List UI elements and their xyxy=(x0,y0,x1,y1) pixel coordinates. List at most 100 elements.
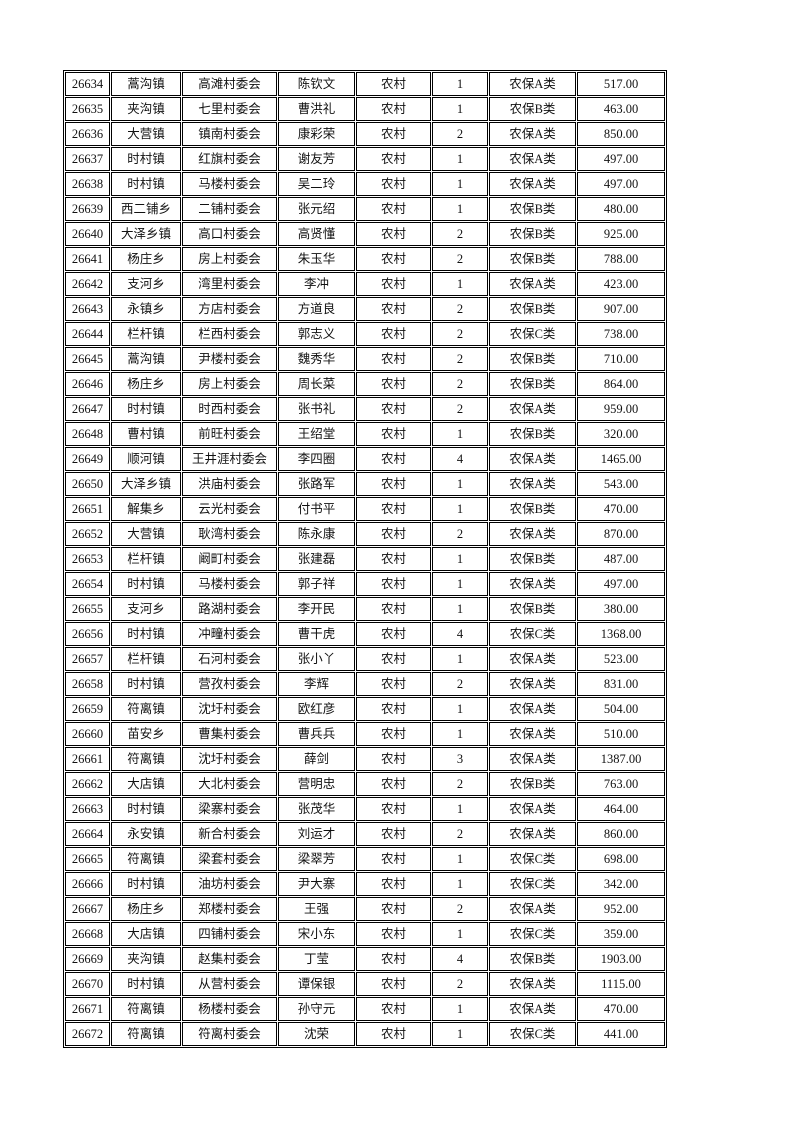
table-row: 26664 永安镇 新合村委会 刘运才 农村 2 农保A类 860.00 xyxy=(65,822,665,846)
cell-residence-type: 农村 xyxy=(356,822,431,846)
table-row: 26661 符离镇 沈圩村委会 薛剑 农村 3 农保A类 1387.00 xyxy=(65,747,665,771)
cell-town: 时村镇 xyxy=(111,572,181,596)
cell-insurance-category: 农保B类 xyxy=(489,772,576,796)
cell-town: 符离镇 xyxy=(111,747,181,771)
cell-insurance-category: 农保A类 xyxy=(489,72,576,96)
table-row: 26634 蒿沟镇 高滩村委会 陈钦文 农村 1 农保A类 517.00 xyxy=(65,72,665,96)
cell-amount: 850.00 xyxy=(577,122,665,146)
cell-village-committee: 栏西村委会 xyxy=(182,322,277,346)
cell-amount: 510.00 xyxy=(577,722,665,746)
cell-record-id: 26647 xyxy=(65,397,110,421)
cell-town: 时村镇 xyxy=(111,797,181,821)
cell-village-committee: 石河村委会 xyxy=(182,647,277,671)
cell-person-count: 2 xyxy=(432,672,488,696)
cell-insurance-category: 农保A类 xyxy=(489,522,576,546)
cell-record-id: 26670 xyxy=(65,972,110,996)
cell-person-name: 朱玉华 xyxy=(278,247,355,271)
table-row: 26663 时村镇 梁寨村委会 张茂华 农村 1 农保A类 464.00 xyxy=(65,797,665,821)
cell-person-count: 1 xyxy=(432,697,488,721)
cell-person-name: 曹洪礼 xyxy=(278,97,355,121)
cell-person-count: 2 xyxy=(432,372,488,396)
cell-person-name: 薛剑 xyxy=(278,747,355,771)
cell-residence-type: 农村 xyxy=(356,947,431,971)
cell-person-name: 吴二玲 xyxy=(278,172,355,196)
table-row: 26636 大营镇 镇南村委会 康彩荣 农村 2 农保A类 850.00 xyxy=(65,122,665,146)
cell-person-name: 沈荣 xyxy=(278,1022,355,1046)
cell-record-id: 26658 xyxy=(65,672,110,696)
cell-person-count: 2 xyxy=(432,297,488,321)
table-row: 26665 符离镇 梁套村委会 梁翠芳 农村 1 农保C类 698.00 xyxy=(65,847,665,871)
cell-amount: 1903.00 xyxy=(577,947,665,971)
cell-town: 大营镇 xyxy=(111,122,181,146)
cell-record-id: 26637 xyxy=(65,147,110,171)
cell-village-committee: 耿湾村委会 xyxy=(182,522,277,546)
table-row: 26659 符离镇 沈圩村委会 欧红彦 农村 1 农保A类 504.00 xyxy=(65,697,665,721)
cell-residence-type: 农村 xyxy=(356,897,431,921)
cell-amount: 470.00 xyxy=(577,997,665,1021)
cell-town: 大泽乡镇 xyxy=(111,222,181,246)
table-row: 26642 支河乡 湾里村委会 李冲 农村 1 农保A类 423.00 xyxy=(65,272,665,296)
cell-amount: 523.00 xyxy=(577,647,665,671)
cell-insurance-category: 农保A类 xyxy=(489,897,576,921)
cell-town: 栏杆镇 xyxy=(111,547,181,571)
cell-insurance-category: 农保B类 xyxy=(489,297,576,321)
cell-amount: 320.00 xyxy=(577,422,665,446)
cell-person-count: 2 xyxy=(432,247,488,271)
cell-person-name: 高贤懂 xyxy=(278,222,355,246)
cell-insurance-category: 农保A类 xyxy=(489,672,576,696)
cell-person-name: 魏秀华 xyxy=(278,347,355,371)
cell-person-count: 2 xyxy=(432,972,488,996)
cell-person-count: 1 xyxy=(432,797,488,821)
table-row: 26641 杨庄乡 房上村委会 朱玉华 农村 2 农保B类 788.00 xyxy=(65,247,665,271)
cell-village-committee: 郑楼村委会 xyxy=(182,897,277,921)
cell-record-id: 26657 xyxy=(65,647,110,671)
cell-record-id: 26648 xyxy=(65,422,110,446)
cell-town: 夹沟镇 xyxy=(111,97,181,121)
cell-town: 时村镇 xyxy=(111,397,181,421)
cell-village-committee: 洪庙村委会 xyxy=(182,472,277,496)
cell-village-committee: 镇南村委会 xyxy=(182,122,277,146)
cell-town: 时村镇 xyxy=(111,172,181,196)
table-row: 26672 符离镇 符离村委会 沈荣 农村 1 农保C类 441.00 xyxy=(65,1022,665,1046)
cell-amount: 342.00 xyxy=(577,872,665,896)
cell-town: 杨庄乡 xyxy=(111,897,181,921)
cell-residence-type: 农村 xyxy=(356,997,431,1021)
cell-amount: 698.00 xyxy=(577,847,665,871)
cell-village-committee: 曹集村委会 xyxy=(182,722,277,746)
cell-village-committee: 七里村委会 xyxy=(182,97,277,121)
cell-residence-type: 农村 xyxy=(356,672,431,696)
cell-residence-type: 农村 xyxy=(356,697,431,721)
cell-person-name: 营明忠 xyxy=(278,772,355,796)
cell-record-id: 26665 xyxy=(65,847,110,871)
cell-record-id: 26652 xyxy=(65,522,110,546)
cell-record-id: 26653 xyxy=(65,547,110,571)
cell-amount: 423.00 xyxy=(577,272,665,296)
cell-record-id: 26634 xyxy=(65,72,110,96)
cell-amount: 952.00 xyxy=(577,897,665,921)
cell-town: 时村镇 xyxy=(111,147,181,171)
table-row: 26667 杨庄乡 郑楼村委会 王强 农村 2 农保A类 952.00 xyxy=(65,897,665,921)
cell-record-id: 26672 xyxy=(65,1022,110,1046)
cell-village-committee: 大北村委会 xyxy=(182,772,277,796)
cell-village-committee: 房上村委会 xyxy=(182,372,277,396)
table-row: 26655 支河乡 路湖村委会 李开民 农村 1 农保B类 380.00 xyxy=(65,597,665,621)
cell-record-id: 26664 xyxy=(65,822,110,846)
cell-person-name: 谢友芳 xyxy=(278,147,355,171)
cell-person-name: 李开民 xyxy=(278,597,355,621)
cell-person-name: 尹大寨 xyxy=(278,872,355,896)
cell-amount: 1115.00 xyxy=(577,972,665,996)
cell-residence-type: 农村 xyxy=(356,197,431,221)
cell-town: 栏杆镇 xyxy=(111,647,181,671)
cell-residence-type: 农村 xyxy=(356,322,431,346)
cell-person-count: 1 xyxy=(432,97,488,121)
cell-person-count: 1 xyxy=(432,497,488,521)
cell-town: 时村镇 xyxy=(111,672,181,696)
cell-person-name: 曹兵兵 xyxy=(278,722,355,746)
cell-village-committee: 红旗村委会 xyxy=(182,147,277,171)
cell-person-count: 1 xyxy=(432,997,488,1021)
cell-town: 符离镇 xyxy=(111,697,181,721)
cell-insurance-category: 农保A类 xyxy=(489,272,576,296)
cell-record-id: 26636 xyxy=(65,122,110,146)
table-row: 26666 时村镇 油坊村委会 尹大寨 农村 1 农保C类 342.00 xyxy=(65,872,665,896)
cell-person-name: 陈钦文 xyxy=(278,72,355,96)
